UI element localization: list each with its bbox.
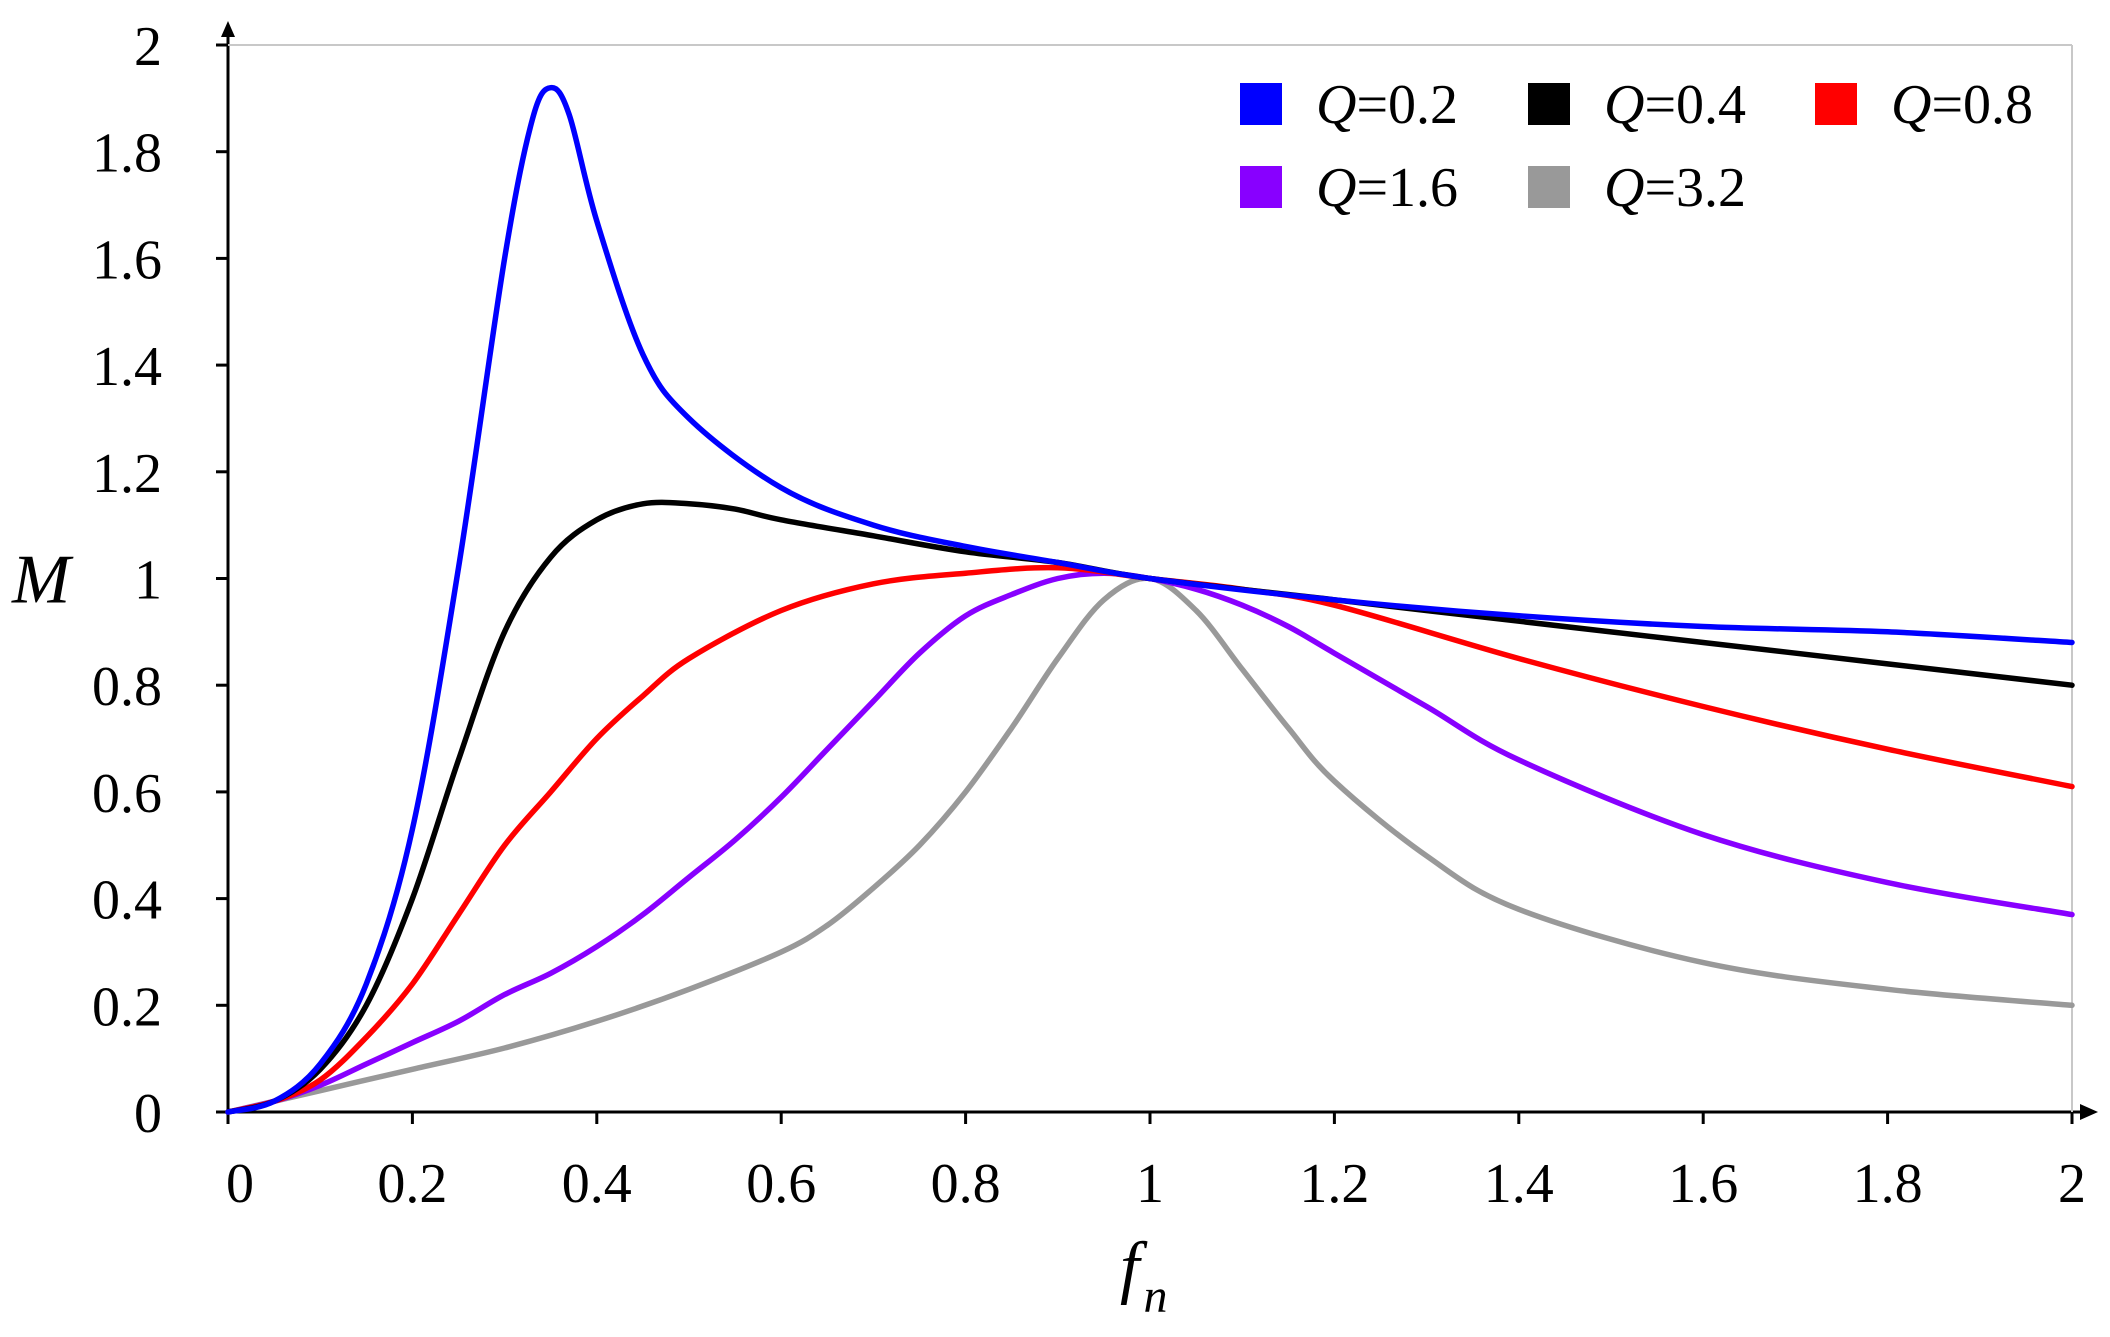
y-tick-label: 0.2 [92, 976, 162, 1038]
x-tick-label: 1.2 [1299, 1153, 1369, 1215]
legend-swatch [1528, 83, 1570, 125]
axes [216, 21, 2098, 1124]
x-tick-label: 0.6 [746, 1153, 816, 1215]
legend: Q=0.2 Q=0.4 Q=0.8Q=1.6 Q=3.2 [1240, 74, 2033, 219]
legend-label: Q=1.6 [1316, 157, 1458, 219]
y-tick-label: 1 [134, 550, 162, 612]
x-tick-label: 0.8 [931, 1153, 1001, 1215]
legend-q-symbol: Q [1316, 74, 1356, 136]
tick-labels: 0 0.2 0.4 0.6 0.8 1 1.2 1.4 1.6 1.8 2 0 0.2 0.4 0.6 0.8… [92, 16, 2086, 1215]
y-tick-label: 0 [134, 1083, 162, 1145]
y-tick-label: 1.4 [92, 336, 162, 398]
x-tick-label: 0 [226, 1153, 254, 1215]
series-line-q-0-8 [225, 564, 2075, 1115]
legend-swatch [1815, 83, 1857, 125]
legend-swatch [1240, 83, 1282, 125]
legend-q-symbol: Q [1316, 157, 1356, 219]
x-axis-arrow [2080, 1104, 2098, 1120]
legend-q-value: =1.6 [1356, 157, 1458, 219]
y-axis-label: M [11, 542, 74, 619]
legend-q-symbol: Q [1604, 74, 1644, 136]
series-line-q-0-2 [225, 84, 2075, 1115]
y-tick-label: 0.8 [92, 656, 162, 718]
x-tick-label: 1.4 [1484, 1153, 1554, 1215]
legend-q-symbol: Q [1604, 157, 1644, 219]
y-tick-label: 0.4 [92, 870, 162, 932]
x-tick-label: 0.4 [562, 1153, 632, 1215]
x-tick-label: 2 [2058, 1153, 2086, 1215]
y-axis-arrow [221, 21, 235, 37]
x-tick-label: 0.2 [377, 1153, 447, 1215]
legend-swatch [1528, 166, 1570, 208]
legend-label: Q=0.8 [1891, 74, 2033, 136]
legend-q-value: =0.2 [1356, 74, 1458, 136]
series-lines [225, 84, 2075, 1115]
series-line-q-0-4 [225, 499, 2075, 1115]
series-line-q-3-2 [225, 575, 2075, 1115]
series-line-q-1-6 [225, 570, 2075, 1115]
legend-label: Q=3.2 [1604, 157, 1746, 219]
legend-q-value: =0.8 [1931, 74, 2033, 136]
y-tick-label: 0.6 [92, 763, 162, 825]
legend-q-value: =3.2 [1644, 157, 1746, 219]
y-tick-label: 1.8 [92, 123, 162, 185]
x-tick-label: 1.6 [1668, 1153, 1738, 1215]
x-axis-label: fn [1120, 1229, 1167, 1323]
x-tick-label: 1.8 [1853, 1153, 1923, 1215]
y-tick-label: 1.2 [92, 443, 162, 505]
legend-q-value: =0.4 [1644, 74, 1746, 136]
y-tick-label: 1.6 [92, 229, 162, 291]
legend-swatch [1240, 166, 1282, 208]
legend-q-symbol: Q [1891, 74, 1931, 136]
legend-label: Q=0.4 [1604, 74, 1746, 136]
y-tick-label: 2 [134, 16, 162, 78]
x-axis-label-subscript: n [1143, 1270, 1167, 1323]
legend-label: Q=0.2 [1316, 74, 1458, 136]
x-tick-label: 1 [1136, 1153, 1164, 1215]
